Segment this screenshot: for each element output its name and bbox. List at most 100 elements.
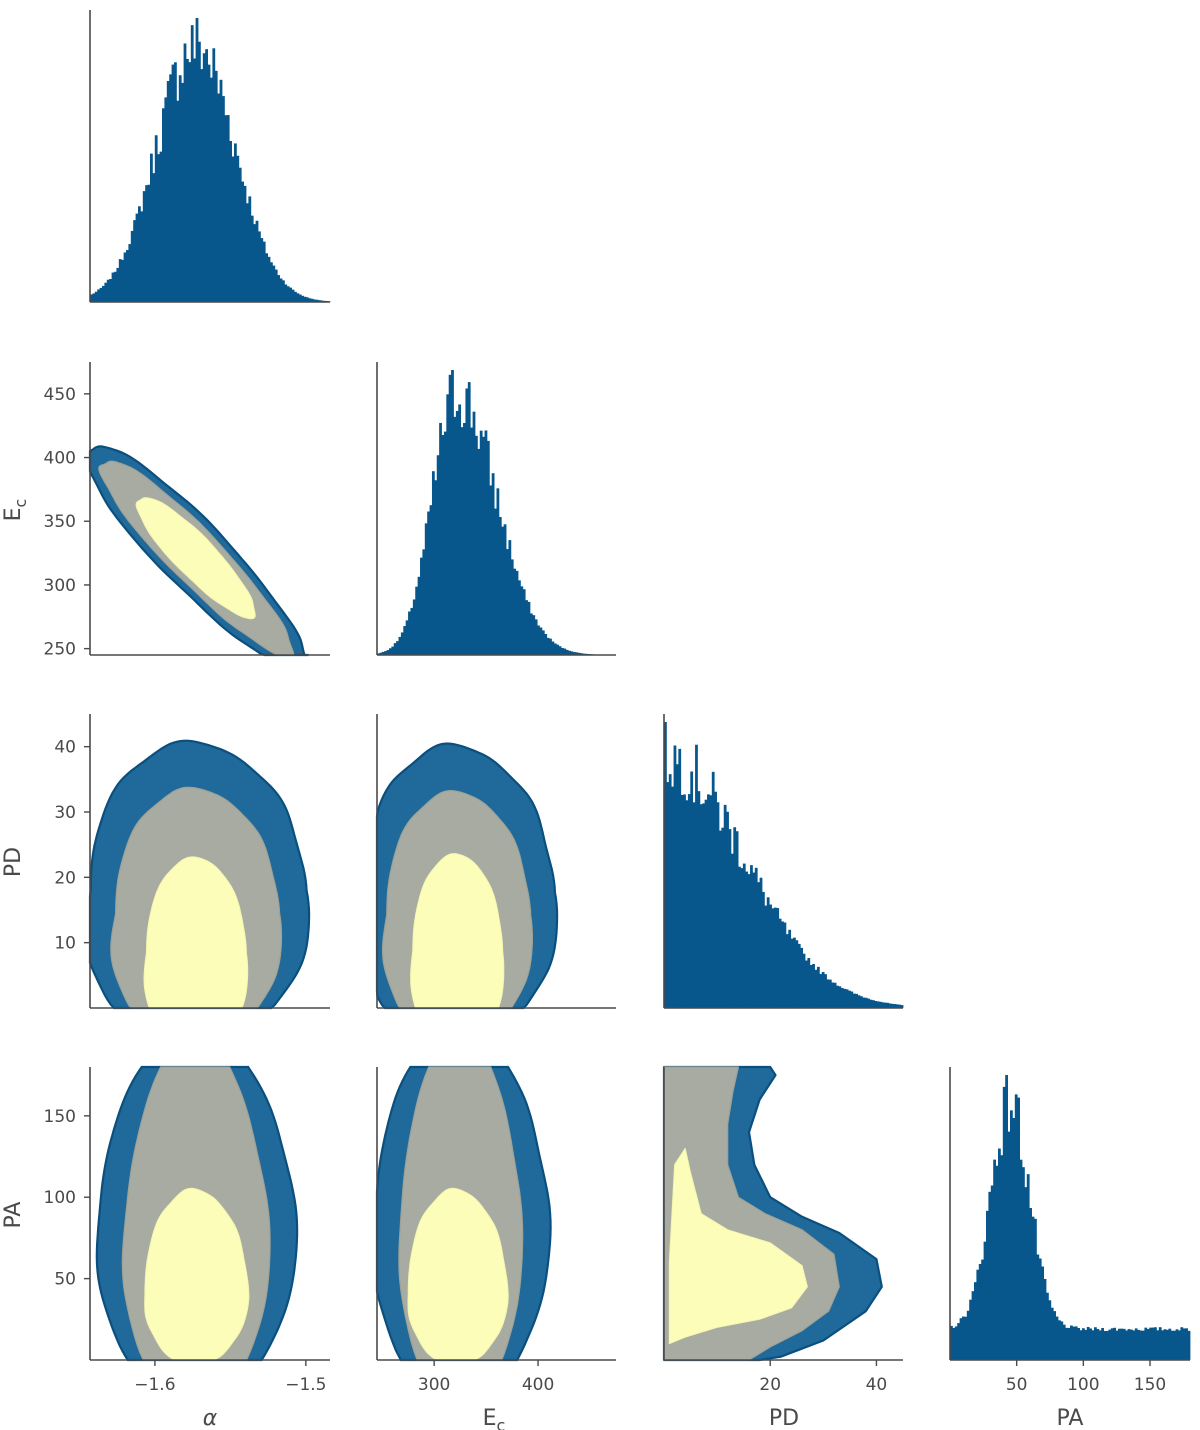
hist-bar-alpha	[243, 185, 247, 302]
hist-bar-alpha	[262, 241, 266, 302]
hist-bar-alpha	[308, 298, 312, 302]
hist-bar-Ec	[534, 619, 538, 655]
hist-bar-PD	[709, 795, 713, 1008]
hist-bar-alpha	[183, 43, 187, 303]
y-axis-title-pa: PA	[1, 1202, 26, 1229]
hist-bar-PD	[766, 897, 770, 1008]
hist-bar-alpha	[99, 287, 103, 302]
hist-bar-PD	[718, 830, 722, 1008]
contour-inner-Ec-PA	[407, 1187, 509, 1361]
hist-bar-Ec	[532, 615, 536, 655]
hist-bar-PD	[752, 872, 756, 1008]
hist-bar-PA	[1000, 1155, 1004, 1360]
hist-bar-PA	[1070, 1325, 1073, 1360]
hist-bar-PA	[983, 1241, 987, 1360]
hist-bar-Ec	[544, 634, 548, 655]
hist-bar-PA	[1077, 1328, 1080, 1360]
hist-bar-alpha	[224, 115, 228, 303]
hist-bar-alpha	[231, 156, 235, 302]
y-axis-title-pd: PD	[1, 847, 26, 877]
hist-bar-alpha	[114, 271, 117, 302]
hist-bar-PA	[1048, 1300, 1052, 1360]
hist-bar-alpha	[140, 211, 144, 302]
hist-bar-PA	[1091, 1330, 1095, 1360]
hist-bar-PA	[976, 1269, 980, 1360]
hist-bar-alpha	[291, 289, 295, 302]
hist-bar-Ec	[498, 516, 502, 655]
hist-bar-Ec	[467, 382, 471, 655]
hist-bar-PA	[1046, 1292, 1049, 1360]
hist-bar-PA	[1029, 1208, 1032, 1360]
hist-bar-alpha	[272, 265, 276, 302]
hist-bar-PA	[1010, 1110, 1013, 1360]
hist-bar-PA	[1096, 1328, 1100, 1360]
hist-bar-PA	[1005, 1075, 1008, 1360]
hist-bar-Ec	[580, 653, 583, 655]
hist-bar-alpha	[174, 62, 177, 302]
hist-bar-Ec	[482, 436, 485, 655]
hist-bar-alpha	[123, 252, 127, 302]
hist-bar-alpha	[109, 279, 112, 302]
hist-bar-PA	[1180, 1327, 1184, 1360]
hist-bar-Ec	[427, 511, 430, 655]
hist-bar-Ec	[537, 625, 540, 655]
hist-bar-PD	[711, 771, 715, 1008]
x-tick-label-PA: 100	[1067, 1375, 1099, 1395]
x-axis-title-ec: Ec	[483, 1406, 506, 1430]
y-tick-label-Ec: 400	[44, 449, 76, 469]
hist-bar-Ec	[396, 641, 399, 655]
hist-bar-PA	[1055, 1316, 1059, 1360]
hist-bar-PD	[723, 804, 727, 1008]
hist-bar-alpha	[205, 49, 208, 302]
hist-bar-PD	[745, 871, 749, 1008]
hist-bar-PD	[707, 794, 710, 1008]
hist-bar-alpha	[212, 48, 216, 302]
hist-bar-Ec	[465, 388, 469, 655]
hist-bar-PA	[1072, 1326, 1076, 1360]
hist-bar-PA	[990, 1185, 994, 1360]
hist-bar-Ec	[515, 570, 519, 655]
hist-bar-PD	[883, 1002, 887, 1008]
hist-bar-PD	[874, 1000, 878, 1008]
hist-bar-PA	[1130, 1329, 1133, 1360]
x-tick-label-alpha: −1.5	[285, 1375, 326, 1395]
hist-bar-PD	[730, 853, 734, 1008]
hist-bar-PD	[790, 938, 794, 1008]
hist-bar-PA	[1012, 1118, 1016, 1360]
hist-bar-PA	[1089, 1328, 1092, 1360]
hist-bar-alpha	[193, 58, 196, 302]
x-tick-label-Ec: 400	[522, 1375, 554, 1395]
hist-bar-Ec	[460, 427, 464, 655]
hist-bar-PA	[1086, 1326, 1090, 1360]
hist-bar-PA	[1151, 1327, 1155, 1360]
hist-bar-PD	[795, 940, 799, 1008]
hist-bar-PD	[735, 831, 739, 1008]
y-tick-label-Ec: 450	[44, 385, 76, 405]
hist-bar-PA	[981, 1259, 984, 1360]
hist-bar-alpha	[171, 64, 175, 302]
hist-bar-alpha	[267, 256, 271, 302]
hist-bar-PD	[783, 922, 787, 1008]
hist-bar-Ec	[398, 636, 402, 655]
hist-bar-Ec	[477, 448, 481, 655]
x-tick-label-Ec: 300	[418, 1375, 450, 1395]
hist-bar-Ec	[455, 410, 459, 655]
hist-bar-Ec	[489, 485, 493, 655]
hist-bar-Ec	[412, 599, 416, 655]
hist-bar-PA	[1187, 1330, 1191, 1360]
hist-bar-PA	[957, 1323, 960, 1360]
hist-bar-alpha	[97, 289, 100, 302]
hist-bar-Ec	[391, 646, 395, 655]
x-tick-label-PA: 150	[1134, 1375, 1166, 1395]
hist-bar-Ec	[518, 580, 521, 655]
hist-bar-alpha	[147, 184, 151, 302]
hist-bar-Ec	[494, 508, 497, 655]
hist-bar-Ec	[506, 549, 509, 655]
hist-bar-PA	[1022, 1167, 1025, 1360]
hist-bar-alpha	[318, 300, 321, 302]
hist-bar-PD	[816, 966, 820, 1008]
hist-bar-alpha	[202, 53, 206, 303]
hist-bar-alpha	[111, 272, 115, 302]
hist-bar-Ec	[553, 643, 557, 655]
hist-bar-PA	[1031, 1216, 1035, 1360]
